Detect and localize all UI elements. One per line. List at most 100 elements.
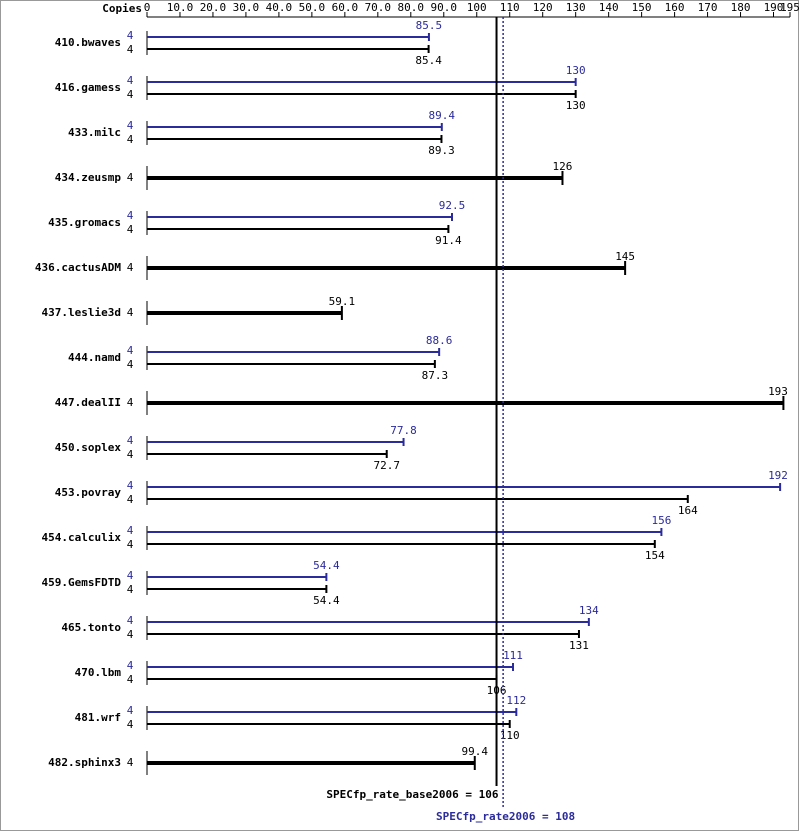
- copies: 4: [127, 479, 134, 492]
- x-tick-label: 60.0: [332, 1, 359, 14]
- x-tick-label: 40.0: [266, 1, 293, 14]
- reference-label: SPECfp_rate_base2006 = 106: [326, 788, 499, 801]
- value-label: 154: [645, 549, 665, 562]
- benchmark-name: 482.sphinx3: [48, 756, 121, 769]
- value-label: 89.4: [429, 109, 456, 122]
- benchmark-name: 450.soplex: [55, 441, 122, 454]
- value-label: 91.4: [435, 234, 462, 247]
- value-label: 85.5: [416, 19, 443, 32]
- copies: 4: [127, 396, 134, 409]
- benchmark-name: 433.milc: [68, 126, 121, 139]
- x-tick-label: 160: [665, 1, 685, 14]
- x-tick-label: 180: [731, 1, 751, 14]
- value-label: 111: [503, 649, 523, 662]
- value-label: 126: [553, 160, 573, 173]
- value-label: 130: [566, 64, 586, 77]
- value-label: 134: [579, 604, 599, 617]
- copies: 4: [127, 358, 134, 371]
- copies: 4: [127, 493, 134, 506]
- x-tick-label: 170: [698, 1, 718, 14]
- value-label: 99.4: [462, 745, 489, 758]
- copies: 4: [127, 718, 134, 731]
- benchmark-name: 481.wrf: [75, 711, 121, 724]
- copies: 4: [127, 583, 134, 596]
- value-label: 92.5: [439, 199, 466, 212]
- copies: 4: [127, 88, 134, 101]
- benchmark-name: 444.namd: [68, 351, 121, 364]
- benchmark-name: 453.povray: [55, 486, 122, 499]
- copies: 4: [127, 119, 134, 132]
- copies: 4: [127, 43, 134, 56]
- value-label: 88.6: [426, 334, 453, 347]
- value-label: 110: [500, 729, 520, 742]
- value-label: 77.8: [390, 424, 417, 437]
- value-label: 193: [768, 385, 788, 398]
- copies: 4: [127, 673, 134, 686]
- benchmark-name: 410.bwaves: [55, 36, 121, 49]
- value-label: 72.7: [373, 459, 400, 472]
- copies: 4: [127, 704, 134, 717]
- benchmark-name: 470.lbm: [75, 666, 122, 679]
- value-label: 54.4: [313, 594, 340, 607]
- x-tick-label: 30.0: [233, 1, 260, 14]
- x-tick-label: 20.0: [200, 1, 227, 14]
- copies: 4: [127, 448, 134, 461]
- benchmark-name: 465.tonto: [61, 621, 121, 634]
- reference-label: SPECfp_rate2006 = 108: [436, 810, 575, 823]
- value-label: 112: [506, 694, 526, 707]
- copies: 4: [127, 659, 134, 672]
- x-tick-label: 130: [566, 1, 586, 14]
- value-label: 89.3: [428, 144, 455, 157]
- benchmark-name: 435.gromacs: [48, 216, 121, 229]
- benchmark-name: 447.dealII: [55, 396, 121, 409]
- benchmark-name: 436.cactusADM: [35, 261, 121, 274]
- x-tick-label: 70.0: [365, 1, 392, 14]
- copies: 4: [127, 614, 134, 627]
- x-tick-label: 195: [780, 1, 799, 14]
- value-label: 156: [651, 514, 671, 527]
- copies: 4: [127, 524, 134, 537]
- copies: 4: [127, 29, 134, 42]
- value-label: 54.4: [313, 559, 340, 572]
- copies: 4: [127, 434, 134, 447]
- copies: 4: [127, 133, 134, 146]
- copies: 4: [127, 209, 134, 222]
- x-tick-label: 140: [599, 1, 619, 14]
- copies: 4: [127, 223, 134, 236]
- benchmark-name: 459.GemsFDTD: [42, 576, 122, 589]
- copies: 4: [127, 538, 134, 551]
- x-tick-label: 110: [500, 1, 520, 14]
- copies-header: Copies: [102, 2, 142, 15]
- value-label: 164: [678, 504, 698, 517]
- copies: 4: [127, 306, 134, 319]
- x-tick-label: 90.0: [431, 1, 458, 14]
- copies: 4: [127, 756, 134, 769]
- x-tick-label: 80.0: [398, 1, 425, 14]
- x-tick-label: 190: [764, 1, 784, 14]
- benchmark-name: 454.calculix: [42, 531, 122, 544]
- copies: 4: [127, 261, 134, 274]
- x-tick-label: 120: [533, 1, 553, 14]
- value-label: 85.4: [415, 54, 442, 67]
- x-tick-label: 150: [632, 1, 652, 14]
- value-label: 59.1: [329, 295, 356, 308]
- copies: 4: [127, 171, 134, 184]
- copies: 4: [127, 628, 134, 641]
- benchmark-name: 434.zeusmp: [55, 171, 122, 184]
- x-tick-label: 100: [467, 1, 487, 14]
- value-label: 87.3: [422, 369, 449, 382]
- benchmark-name: 437.leslie3d: [42, 306, 121, 319]
- copies: 4: [127, 344, 134, 357]
- copies: 4: [127, 74, 134, 87]
- value-label: 192: [768, 469, 788, 482]
- benchmark-name: 416.gamess: [55, 81, 121, 94]
- x-tick-label: 10.0: [167, 1, 194, 14]
- value-label: 131: [569, 639, 589, 652]
- x-tick-label: 50.0: [299, 1, 326, 14]
- x-tick-label: 0: [144, 1, 151, 14]
- value-label: 145: [615, 250, 635, 263]
- copies: 4: [127, 569, 134, 582]
- value-label: 130: [566, 99, 586, 112]
